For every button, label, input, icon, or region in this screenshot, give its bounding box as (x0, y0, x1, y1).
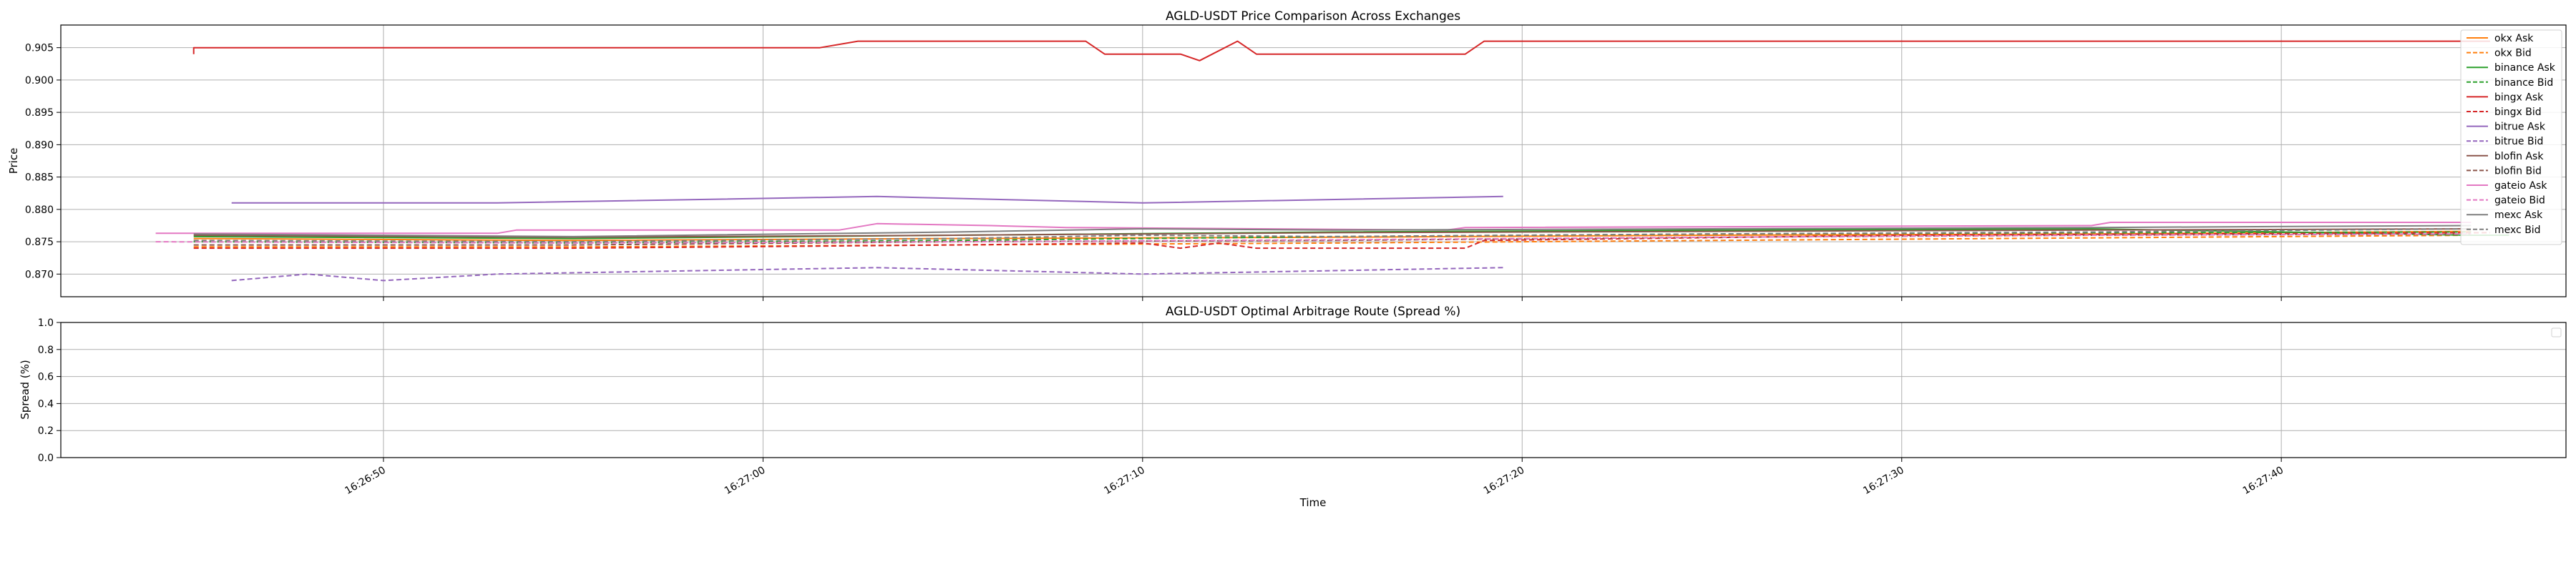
legend-label-gateio-ask: gateio Ask (2494, 180, 2547, 192)
legend-label-binance-bid: binance Bid (2494, 77, 2553, 89)
price-y-tick-label: 0.885 (25, 172, 54, 184)
price-comparison-panel: 0.870 0.875 0.880 0.885 0.890 0.895 0.900 0.905… (7, 9, 2567, 301)
price-axes-frame (60, 24, 2567, 297)
price-y-tick-label: 0.900 (25, 75, 54, 87)
legend-label-gateio-bid: gateio Bid (2494, 195, 2545, 207)
price-y-tick-label: 0.875 (25, 237, 54, 248)
price-y-axis-label: Price (7, 148, 20, 174)
spread-y-tick-label: 0.6 (38, 372, 54, 383)
legend-label-blofin-ask: blofin Ask (2494, 151, 2544, 162)
spread-y-tick-label: 0.8 (38, 345, 54, 356)
spread-y-tick-label: 1.0 (38, 317, 54, 329)
legend-label-mexc-ask: mexc Ask (2494, 209, 2543, 221)
price-chart-title: AGLD-USDT Price Comparison Across Exchan… (1166, 9, 1460, 24)
spread-y-ticks: 0.0 0.2 0.4 0.6 0.8 1.0 (38, 317, 61, 464)
spread-y-axis-label: Spread (%) (19, 360, 31, 420)
series-line-gateio-ask (155, 222, 2472, 235)
spread-axes-frame (60, 322, 2567, 458)
series-line-bingx-ask (192, 40, 2490, 61)
legend-label-bingx-bid: bingx Bid (2494, 107, 2542, 118)
series-line-mexc-ask (193, 225, 2472, 237)
series-line-mexc-bid (193, 228, 2472, 243)
series-line-bitrue-ask (231, 195, 1503, 204)
series-line-gateio-bid (155, 233, 2472, 244)
spread-y-tick-label: 0.4 (38, 398, 54, 410)
series-line-blofin-bid (193, 233, 2472, 246)
price-y-tick-label: 0.905 (25, 43, 54, 54)
series-line-okx-bid (193, 235, 2472, 248)
legend-label-binance-ask: binance Ask (2494, 62, 2556, 74)
price-y-tick-label: 0.895 (25, 107, 54, 119)
price-y-tick-label: 0.880 (25, 204, 54, 216)
spread-x-axis-label: Time (1299, 496, 1327, 509)
price-x-ticks (383, 297, 2282, 301)
price-legend-frame (2460, 29, 2562, 245)
price-series (155, 40, 2509, 282)
price-legend: okx Ask okx Bid binance Ask binance Bid bing… (2460, 29, 2562, 245)
spread-chart-title: AGLD-USDT Optimal Arbitrage Route (Sprea… (1166, 305, 1460, 319)
spread-y-tick-label: 0.2 (38, 425, 54, 437)
legend-label-bingx-ask: bingx Ask (2494, 92, 2544, 103)
series-line-bingx-bid (193, 232, 2490, 250)
legend-label-mexc-bid: mexc Bid (2494, 225, 2541, 236)
price-y-tick-label: 0.890 (25, 139, 54, 151)
legend-label-okx-bid: okx Bid (2494, 48, 2532, 59)
price-y-ticks: 0.870 0.875 0.880 0.885 0.890 0.895 0.900 0.905 (25, 43, 61, 280)
legend-label-blofin-bid: blofin Bid (2494, 165, 2542, 177)
spread-y-tick-label: 0.0 (38, 453, 54, 464)
price-y-tick-label: 0.870 (25, 269, 54, 280)
spread-legend-frame (2551, 327, 2562, 337)
legend-label-bitrue-bid: bitrue Bid (2494, 136, 2543, 147)
legend-label-okx-ask: okx Ask (2494, 33, 2534, 44)
legend-label-bitrue-ask: bitrue Ask (2494, 122, 2546, 133)
